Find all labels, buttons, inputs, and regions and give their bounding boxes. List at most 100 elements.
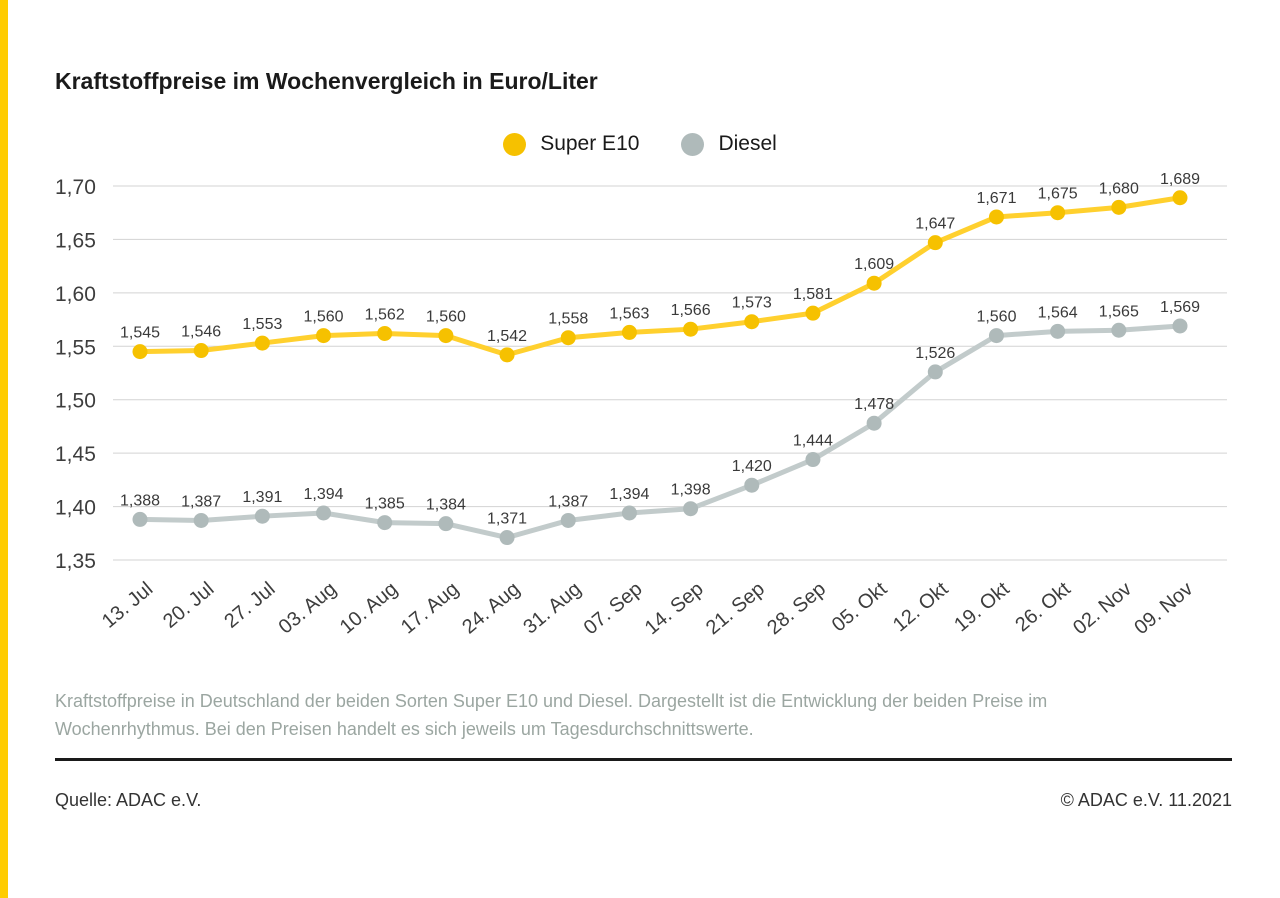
data-point bbox=[377, 325, 393, 341]
x-axis-label: 09. Nov bbox=[1130, 578, 1197, 639]
x-axis-label: 10. Aug bbox=[336, 578, 402, 638]
data-label: 1,560 bbox=[426, 309, 466, 326]
x-axis-label: 27. Jul bbox=[220, 578, 279, 633]
diesel-legend-dot-icon bbox=[681, 132, 705, 156]
data-label: 1,562 bbox=[365, 306, 405, 323]
footer-divider bbox=[55, 758, 1232, 761]
data-label: 1,609 bbox=[854, 256, 894, 273]
caption-text: Kraftstoffpreise in Deutschland der beid… bbox=[55, 691, 1048, 739]
data-point bbox=[744, 314, 760, 330]
data-label: 1,565 bbox=[1099, 303, 1139, 320]
data-label: 1,564 bbox=[1038, 304, 1078, 321]
y-axis-label: 1,40 bbox=[55, 497, 96, 520]
left-accent-bar bbox=[0, 0, 8, 898]
x-axis-label: 03. Aug bbox=[275, 578, 341, 638]
data-point bbox=[621, 505, 637, 521]
data-label: 1,546 bbox=[181, 324, 221, 341]
data-point bbox=[621, 324, 637, 340]
x-axis-label: 24. Aug bbox=[458, 578, 524, 638]
data-point bbox=[377, 515, 393, 531]
data-label: 1,553 bbox=[242, 316, 282, 333]
series-line-diesel bbox=[137, 323, 1183, 541]
data-point bbox=[927, 235, 943, 251]
data-point bbox=[805, 452, 821, 468]
data-label: 1,542 bbox=[487, 328, 527, 345]
super-e10-legend-dot-icon bbox=[503, 132, 527, 156]
data-label: 1,560 bbox=[304, 309, 344, 326]
x-axis-label: 13. Jul bbox=[98, 578, 157, 633]
data-label: 1,560 bbox=[976, 309, 1016, 326]
data-point bbox=[438, 328, 454, 344]
data-label: 1,675 bbox=[1038, 186, 1078, 203]
source-text: Quelle: ADAC e.V. bbox=[55, 790, 202, 810]
data-label: 1,394 bbox=[304, 486, 344, 503]
data-point bbox=[1111, 322, 1127, 338]
x-axis-label: 21. Sep bbox=[702, 578, 769, 639]
data-point bbox=[1111, 199, 1127, 215]
data-point bbox=[866, 415, 882, 431]
copyright-text: © ADAC e.V. 11.2021 bbox=[1060, 790, 1232, 810]
x-axis-label: 17. Aug bbox=[397, 578, 463, 638]
x-axis-label: 12. Okt bbox=[889, 578, 953, 637]
chart-legend: Super E10 Diesel bbox=[0, 132, 1280, 156]
data-label: 1,526 bbox=[915, 345, 955, 362]
y-axis-label: 1,60 bbox=[55, 283, 96, 306]
data-point bbox=[805, 305, 821, 321]
x-axis-label: 07. Sep bbox=[580, 578, 647, 639]
data-label: 1,384 bbox=[426, 497, 466, 514]
data-label: 1,563 bbox=[609, 305, 649, 322]
x-axis-label: 31. Aug bbox=[519, 578, 585, 638]
data-point bbox=[132, 344, 148, 360]
data-point bbox=[438, 516, 454, 532]
x-axis-label: 20. Jul bbox=[159, 578, 218, 633]
data-label: 1,394 bbox=[609, 486, 649, 503]
data-point bbox=[254, 335, 270, 351]
x-axis-label: 26. Okt bbox=[1011, 578, 1075, 637]
data-point bbox=[316, 328, 332, 344]
data-point bbox=[1172, 318, 1188, 334]
data-label: 1,647 bbox=[915, 216, 955, 233]
legend-item-diesel: Diesel bbox=[681, 132, 777, 156]
data-label: 1,398 bbox=[671, 482, 711, 499]
data-point bbox=[744, 477, 760, 493]
data-point bbox=[1050, 205, 1066, 221]
footer: Quelle: ADAC e.V. © ADAC e.V. 11.2021 bbox=[55, 790, 1232, 811]
y-axis-label: 1,45 bbox=[55, 443, 96, 466]
data-point bbox=[193, 343, 209, 359]
data-point bbox=[193, 512, 209, 528]
data-label: 1,558 bbox=[548, 311, 588, 328]
legend-item-super-e10: Super E10 bbox=[503, 132, 639, 156]
x-axis-label: 28. Sep bbox=[763, 578, 830, 639]
page-title: Kraftstoffpreise im Wochenvergleich in E… bbox=[55, 68, 598, 94]
data-label: 1,569 bbox=[1160, 299, 1200, 316]
data-point bbox=[1050, 323, 1066, 339]
x-axis-label: 19. Okt bbox=[950, 578, 1014, 637]
data-label: 1,391 bbox=[242, 489, 282, 506]
data-point bbox=[132, 511, 148, 527]
data-label: 1,420 bbox=[732, 458, 772, 475]
x-axis-label: 14. Sep bbox=[641, 578, 708, 639]
data-point bbox=[927, 364, 943, 380]
data-point bbox=[316, 505, 332, 521]
data-label: 1,387 bbox=[181, 493, 221, 510]
data-label: 1,545 bbox=[120, 325, 160, 342]
data-label: 1,444 bbox=[793, 433, 833, 450]
data-label: 1,387 bbox=[548, 493, 588, 510]
data-point bbox=[988, 328, 1004, 344]
data-point bbox=[988, 209, 1004, 225]
legend-label-super-e10: Super E10 bbox=[540, 132, 640, 155]
data-point bbox=[499, 530, 515, 546]
data-point bbox=[1172, 190, 1188, 206]
data-label: 1,388 bbox=[120, 492, 160, 509]
data-point bbox=[683, 501, 699, 517]
data-point bbox=[683, 321, 699, 337]
data-label: 1,689 bbox=[1160, 171, 1200, 188]
x-axis-label: 05. Okt bbox=[828, 578, 892, 637]
data-point bbox=[499, 347, 515, 363]
data-label: 1,680 bbox=[1099, 180, 1139, 197]
y-axis-label: 1,65 bbox=[55, 229, 96, 252]
data-point bbox=[254, 508, 270, 524]
data-label: 1,371 bbox=[487, 511, 527, 528]
